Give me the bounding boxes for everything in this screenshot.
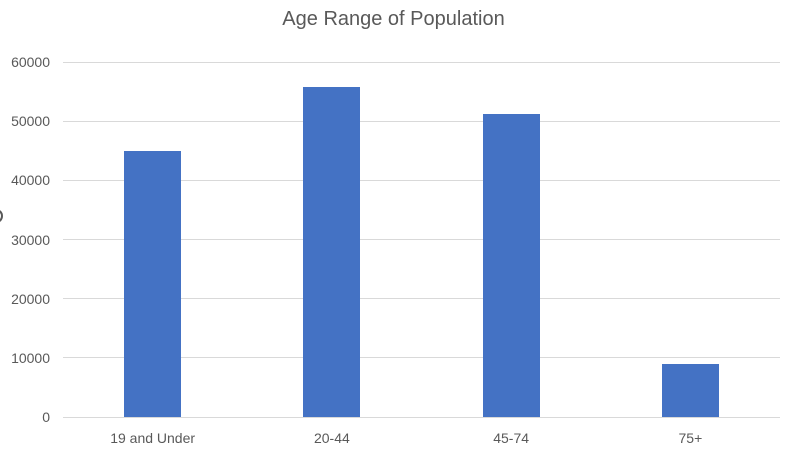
bar-19-and-under (124, 150, 182, 417)
y-tick-label: 20000 (11, 290, 50, 307)
bar-45-74 (482, 114, 540, 417)
x-category-label: 20-44 (313, 430, 350, 446)
gridline (63, 239, 780, 240)
bar-75- (661, 364, 719, 417)
gridline (63, 120, 780, 122)
gridline (63, 357, 780, 359)
x-category-label: 19 and Under (110, 430, 196, 446)
plot-area (63, 61, 780, 418)
x-axis-labels: 19 and Under 20-44 45-74 75+ (63, 429, 780, 449)
y-tick-label: 60000 (11, 54, 50, 70)
y-tick-label: 10000 (11, 349, 50, 366)
gridline (63, 179, 780, 181)
y-tick-label: 0 (42, 409, 50, 425)
gridline (63, 298, 780, 300)
y-tick-label: 30000 (11, 231, 50, 248)
x-category-label: 45-74 (493, 430, 530, 446)
y-tick-label: 50000 (11, 113, 50, 130)
gridline (63, 61, 780, 63)
chart-title: Age Range of Population (282, 8, 505, 30)
bar-20-44 (303, 86, 361, 417)
x-category-label: 75+ (678, 430, 703, 446)
y-axis-labels: 0 10000 20000 30000 40000 50000 60000 (0, 0, 50, 454)
gridline (63, 416, 780, 418)
y-tick-label: 40000 (11, 172, 50, 189)
